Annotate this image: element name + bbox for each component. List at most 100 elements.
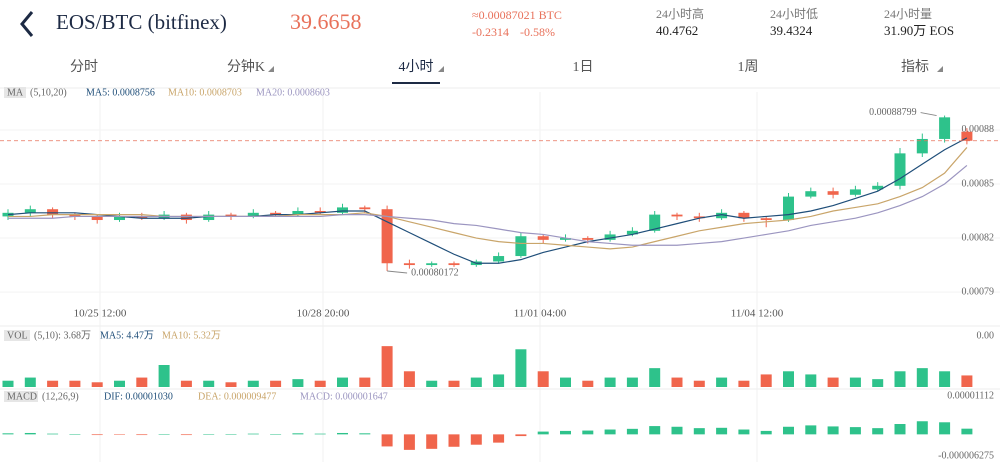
volume-bar: [537, 371, 549, 387]
candle-body: [939, 117, 951, 139]
volume-bar: [314, 380, 326, 387]
macd-bar: [827, 426, 839, 435]
vol-axis-label: 0.00: [977, 330, 995, 341]
candle-body: [180, 214, 192, 221]
candle-body: [47, 209, 59, 215]
macd-bar: [760, 430, 772, 435]
candle-body: [783, 196, 794, 221]
macd-bar: [91, 434, 103, 436]
volume-bar: [359, 377, 371, 387]
x-tick-label: 11/01 04:00: [514, 308, 567, 320]
macd-params: (12,26,9): [42, 391, 79, 402]
chart: 10/25 12:00 10/28 20:00 11/01 04:00 11/04 1…: [0, 87, 1000, 462]
volume-bar: [582, 380, 594, 387]
tabs: 分时 分钟K 4小时 1日 1周 指标: [70, 58, 943, 75]
tab[interactable]: 指标: [901, 59, 929, 75]
tab[interactable]: 4小时: [399, 59, 434, 75]
candle-body: [894, 153, 906, 186]
macd-bar: [225, 434, 237, 435]
volume-bar: [270, 380, 282, 387]
candle-body: [2, 212, 14, 217]
macd-bar: [292, 433, 304, 435]
tab[interactable]: 分钟K: [227, 58, 265, 75]
candle-body: [626, 230, 638, 235]
candle-body: [849, 189, 861, 195]
back-button[interactable]: [20, 11, 34, 37]
y-tick-label: 0.00085: [962, 178, 995, 189]
legend-badge: [4, 330, 30, 341]
macd-tick-label: 0.00001112: [947, 390, 994, 401]
volume-bar: [493, 374, 505, 387]
volume-bar: [693, 380, 705, 387]
volume-bar: [560, 377, 571, 387]
legend-item: MA20: 0.0008603: [256, 87, 330, 98]
macd-bar: [783, 426, 794, 435]
candle-body: [827, 191, 839, 195]
tab[interactable]: 1周: [738, 60, 759, 75]
ma-line: [8, 147, 968, 250]
y-tick-label: 0.00088: [962, 124, 995, 135]
stat-value: 39.4324: [770, 23, 813, 38]
candle-body: [292, 211, 304, 215]
candle-body: [738, 212, 750, 219]
candle-body: [560, 238, 571, 240]
volume-bar: [448, 380, 460, 387]
macd-bar: [69, 434, 81, 435]
candle-body: [24, 209, 36, 213]
volume-bar: [114, 380, 125, 387]
volume-bar: [337, 377, 348, 387]
macd-bar: [671, 426, 683, 435]
macd-bar: [158, 434, 170, 435]
stat-label: 24小时高: [656, 6, 704, 21]
candle-body: [426, 263, 438, 266]
macd-bar: [849, 427, 861, 435]
volume-bar: [203, 380, 215, 387]
volume-bar: [916, 368, 928, 387]
macd-bar: [738, 429, 750, 435]
macd-bar: [493, 434, 505, 443]
candle-body: [961, 131, 973, 141]
macd-bar: [716, 427, 728, 435]
ma-line: [7, 137, 968, 264]
macd-bar: [872, 428, 884, 435]
candle-body: [314, 211, 326, 213]
tab[interactable]: 分时: [70, 59, 98, 75]
volume-bar: [604, 377, 616, 387]
tab[interactable]: 1日: [573, 60, 594, 75]
volume-bar: [180, 380, 192, 387]
stat-label: 24小时量: [884, 7, 932, 21]
volume-bar: [961, 375, 973, 387]
candle-body: [403, 263, 415, 266]
macd-bar: [649, 426, 661, 435]
volume-bar: [158, 365, 170, 387]
macd-legend-item: MACD: 0.000001647: [300, 391, 388, 402]
volume-bar: [671, 377, 683, 387]
dropdown-arrow: [438, 66, 444, 72]
low-annotation: 0.00080172: [411, 267, 459, 278]
candle-body: [872, 185, 884, 190]
volume-bar: [716, 377, 728, 387]
last-price: 39.6658: [290, 9, 362, 34]
macd-bar: [537, 431, 549, 435]
macd-bar: [916, 421, 928, 435]
volume-bar: [805, 374, 817, 387]
btc-price: ≈0.00087021 BTC: [472, 8, 562, 22]
macd-bar: [582, 430, 594, 435]
candle-body: [515, 236, 527, 257]
candle-body: [693, 216, 705, 219]
volume-bar: [381, 346, 393, 387]
volume-bar: [136, 377, 148, 387]
candle-body: [381, 209, 393, 264]
volume-bar: [403, 371, 415, 387]
volume-bar: [470, 377, 482, 387]
volume-bar: [783, 371, 794, 387]
macd-bar: [693, 428, 705, 435]
macd-bar: [247, 433, 259, 435]
annotation-leader: [387, 270, 408, 274]
candle-body: [114, 216, 125, 221]
macd-bar: [114, 434, 125, 435]
change: -0.2314: [472, 25, 509, 39]
candle-body: [448, 263, 460, 266]
macd-bar: [203, 434, 215, 435]
